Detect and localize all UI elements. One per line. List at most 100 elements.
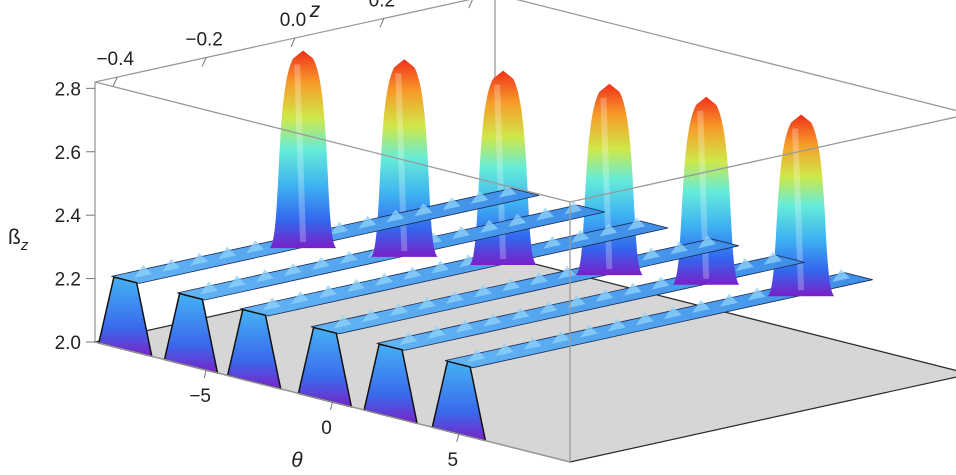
box-edge-top-rear	[516, 0, 956, 112]
ridge-spike	[523, 336, 542, 350]
theta-tick-label: 5	[448, 450, 459, 471]
ridge-spike	[319, 285, 337, 299]
ridge-spike	[291, 291, 309, 305]
ridge-spike	[495, 343, 514, 356]
peak	[269, 50, 337, 249]
z-tick-label: 0.2	[369, 0, 395, 11]
beta-tick-label: 2.0	[55, 333, 81, 354]
ridge-spike	[748, 287, 766, 301]
ridge-spike	[361, 309, 380, 323]
ridge-spike	[763, 251, 782, 265]
ridge-spike	[664, 306, 682, 319]
ridge-spike	[375, 272, 393, 286]
z-tick-label: −0.4	[96, 49, 134, 70]
ridge-spike	[651, 276, 670, 290]
ridge-spike	[551, 330, 570, 344]
ridge-spike	[530, 272, 548, 286]
ridge-spike	[607, 318, 626, 332]
ridge-spike	[467, 349, 486, 363]
ridge-row	[363, 96, 805, 425]
ridge-spike	[414, 203, 433, 217]
theta-tick-mark	[456, 433, 460, 443]
z-tick-mark	[468, 0, 473, 9]
ridge-spike	[720, 293, 738, 307]
beta-tick-label: 2.8	[55, 79, 81, 100]
ridge-spike	[333, 315, 352, 329]
ridge-spike	[263, 297, 281, 311]
ridge-spike	[256, 269, 274, 283]
ridge-spike	[623, 282, 642, 296]
ridge-spike	[358, 215, 377, 229]
ridge-spike	[442, 197, 461, 211]
ridge-row	[431, 114, 873, 442]
ridge-spike	[399, 331, 418, 345]
ridge-spike	[340, 250, 358, 264]
box-edge-top-right	[569, 116, 956, 203]
theta-tick-label: 0	[321, 418, 332, 439]
z-axis-title: z	[309, 0, 321, 22]
ridge-spike	[635, 312, 654, 326]
ridge-spike	[670, 241, 688, 255]
theta-tick-mark	[203, 369, 207, 379]
box-edge-top-front	[94, 81, 571, 203]
theta-tick-mark	[330, 401, 333, 411]
ridge-spike	[134, 264, 152, 278]
ridge-spike	[536, 207, 555, 221]
theta-axis-title: θ	[291, 449, 303, 472]
ridge-spike	[389, 303, 408, 316]
ridge-spike	[284, 263, 302, 276]
ridge-spike	[218, 246, 237, 260]
ridge-spike	[539, 301, 558, 315]
ridge-spike	[579, 324, 598, 338]
ridge-spike	[246, 240, 265, 254]
ridge-spike	[386, 209, 405, 223]
z-tick-mark	[290, 37, 296, 48]
ridge-spike	[511, 307, 530, 321]
peak	[767, 114, 835, 297]
peak-highlight	[294, 64, 307, 243]
ridge-spike	[199, 281, 218, 295]
ridge-spike	[567, 294, 586, 308]
ridge-spike	[698, 235, 716, 249]
surface	[97, 50, 873, 442]
z-tick-label: −0.2	[185, 30, 223, 51]
ridge-row	[97, 50, 540, 358]
ridge-spike	[571, 229, 590, 243]
ridge-spike	[642, 247, 660, 261]
theta-tick-label: −5	[189, 386, 211, 407]
ridge-spike	[190, 252, 209, 266]
ridge-spike	[502, 278, 520, 292]
ridge-spike	[564, 201, 583, 215]
ridge-spike	[227, 275, 246, 289]
ridge-spike	[508, 213, 527, 227]
ridge-spike	[431, 260, 449, 274]
ridge-spike	[498, 184, 517, 198]
ridge-spike	[347, 278, 365, 292]
ridge-spike	[417, 296, 436, 310]
z-tick-mark	[112, 76, 118, 87]
ridge-spike	[474, 284, 492, 298]
ridge-spike	[543, 235, 562, 249]
ridge-spike	[445, 290, 464, 304]
ridge-spike	[162, 258, 180, 272]
plot-box-front	[94, 81, 956, 463]
ridge-spike	[480, 219, 498, 233]
ridge-spike	[599, 223, 618, 237]
z-tick-mark	[201, 57, 207, 67]
beta-axis-title-sub: z	[20, 237, 29, 254]
beta-tick-label: 2.4	[55, 206, 82, 227]
z-tick-mark	[379, 18, 385, 28]
ridge-spike	[627, 217, 646, 231]
ridge-spike	[330, 221, 349, 235]
ridge-spike	[832, 269, 850, 282]
ridge-spike	[452, 226, 470, 239]
beta-axis-title: ßz	[8, 226, 29, 254]
ridge-spike	[427, 325, 446, 339]
peak	[672, 96, 740, 285]
z-tick-label: 0.0	[280, 10, 306, 31]
ridge-spike	[558, 266, 576, 279]
ridge-spike	[595, 288, 614, 302]
ridge-spike	[312, 256, 330, 270]
